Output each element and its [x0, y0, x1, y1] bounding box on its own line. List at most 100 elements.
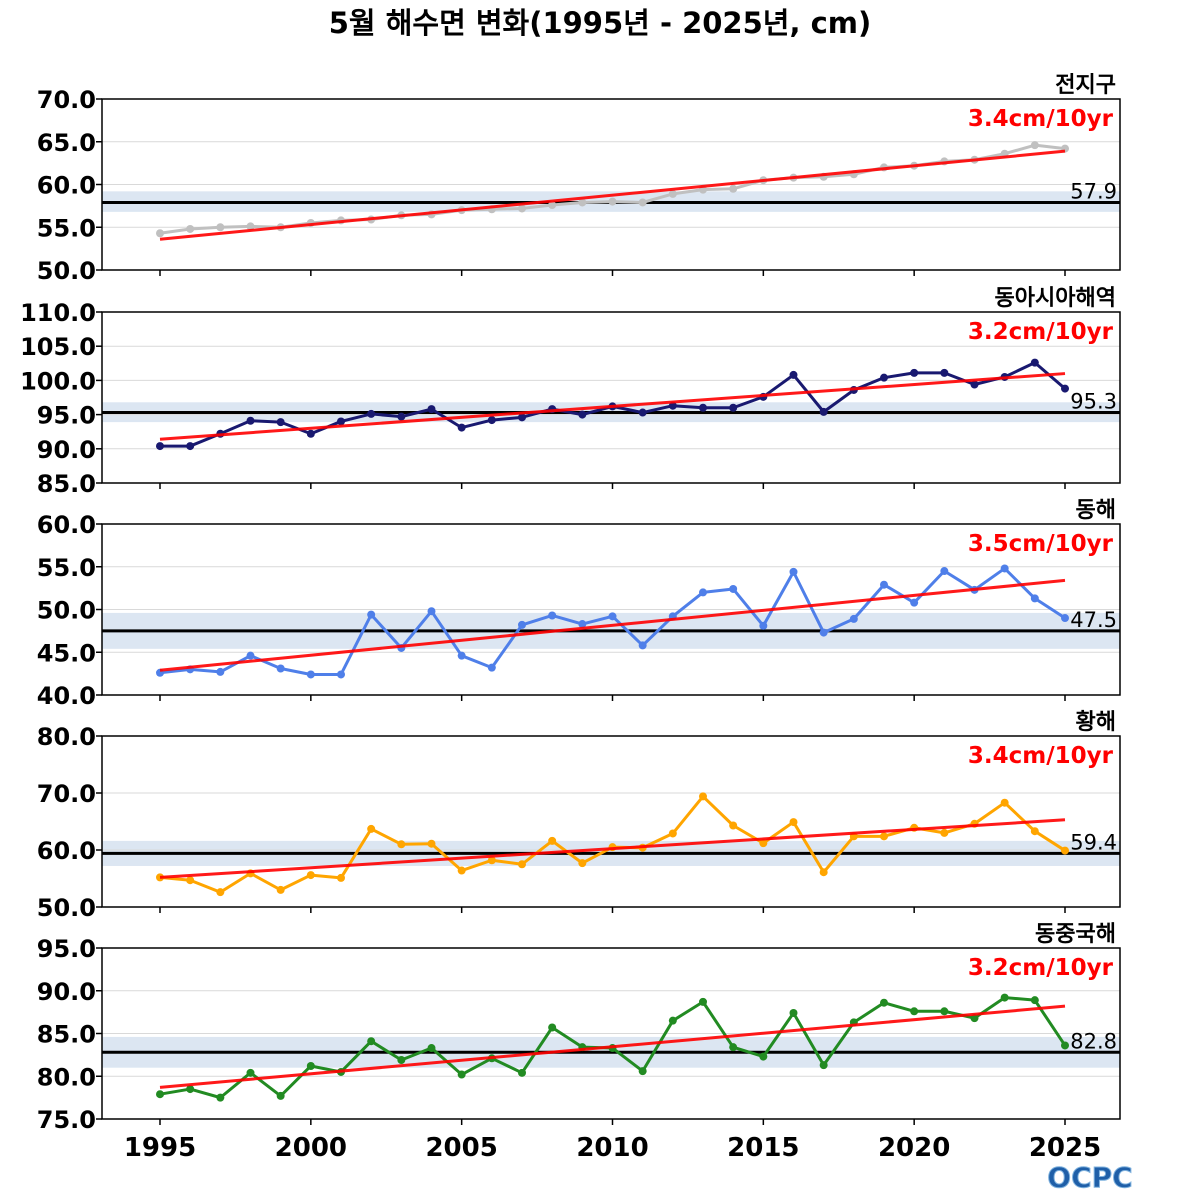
- data-point: [156, 229, 164, 238]
- data-point: [729, 821, 738, 830]
- data-point: [638, 198, 647, 207]
- data-point: [1061, 1041, 1069, 1050]
- y-tick-label: 50.0: [37, 597, 96, 625]
- data-point: [518, 860, 526, 869]
- data-point: [699, 403, 707, 412]
- data-point: [970, 380, 979, 389]
- data-point: [819, 868, 828, 877]
- data-point: [940, 1007, 949, 1016]
- panels: 70.0 65.0 60.0 55.0 50.0 전지구 3.4cm/10yr 57.9 110…: [20, 73, 1121, 1134]
- ocpc-logo: OCPC: [1047, 1161, 1133, 1195]
- logo-text: OCPC: [1047, 1161, 1132, 1194]
- data-point: [186, 224, 195, 233]
- y-tick-label: 90.0: [37, 978, 96, 1006]
- data-point: [578, 859, 587, 868]
- x-tick-label: 2010: [576, 1133, 648, 1163]
- data-point: [789, 1008, 798, 1017]
- data-point: [699, 997, 707, 1006]
- data-point: [548, 836, 557, 845]
- data-point: [306, 1061, 315, 1070]
- trend-label: 3.2cm/10yr: [968, 955, 1114, 981]
- data-point: [427, 405, 436, 414]
- mean-value-label: 59.4: [1070, 830, 1117, 854]
- data-point: [397, 1056, 406, 1065]
- data-point: [156, 442, 164, 451]
- panel-5: 95.0 90.0 85.0 80.0 75.0 동중국해 3.2cm/10yr 82.8: [37, 922, 1121, 1134]
- data-point: [578, 198, 587, 207]
- y-tick-label: 90.0: [37, 436, 96, 464]
- data-point: [940, 567, 949, 576]
- panel-name: 동아시아해역: [995, 286, 1116, 311]
- data-point: [276, 418, 285, 427]
- data-point: [367, 1037, 376, 1046]
- data-point: [427, 607, 436, 616]
- data-point: [276, 885, 285, 894]
- data-point: [940, 828, 949, 837]
- data-point: [1061, 846, 1069, 855]
- data-point: [578, 410, 587, 419]
- panel-frame: [101, 98, 1121, 271]
- data-point: [789, 370, 798, 379]
- data-point: [216, 1093, 225, 1102]
- data-point: [216, 223, 225, 232]
- trend-label: 3.2cm/10yr: [968, 319, 1114, 345]
- data-point: [246, 1068, 255, 1077]
- data-point: [729, 584, 738, 593]
- data-point: [457, 423, 466, 432]
- data-point: [729, 403, 738, 412]
- y-tick-label: 70.0: [37, 780, 96, 808]
- trend-label: 3.4cm/10yr: [968, 106, 1114, 132]
- y-tick-label: 45.0: [37, 639, 96, 667]
- panel-name: 황해: [1076, 710, 1116, 735]
- data-point: [638, 641, 647, 650]
- data-point: [880, 373, 888, 382]
- trend-line: [159, 372, 1066, 441]
- data-point: [548, 1023, 557, 1032]
- data-point: [759, 621, 768, 630]
- data-point: [668, 189, 677, 198]
- data-point: [397, 412, 406, 421]
- y-tick-label: 85.0: [37, 1021, 96, 1049]
- panel-name: 동중국해: [1035, 922, 1116, 947]
- data-point: [699, 792, 707, 801]
- y-tick-label: 50.0: [37, 894, 96, 922]
- x-tick-label: 2005: [425, 1133, 497, 1163]
- data-point: [427, 1044, 436, 1053]
- mean-value-label: 57.9: [1070, 179, 1117, 203]
- trend-line: [159, 1004, 1066, 1089]
- y-tick-label: 80.0: [37, 723, 96, 751]
- y-tick-label: 60.0: [37, 511, 96, 539]
- y-tick-label: 55.0: [37, 214, 96, 242]
- y-tick-label: 60.0: [37, 172, 96, 200]
- y-tick-label: 70.0: [37, 86, 96, 114]
- panel-frame: [101, 735, 1121, 908]
- data-point: [487, 416, 496, 425]
- trend-line: [159, 149, 1066, 241]
- y-tick-label: 95.0: [37, 935, 96, 963]
- data-point: [608, 197, 617, 206]
- data-point: [367, 824, 376, 833]
- data-point: [306, 429, 315, 438]
- data-point: [518, 413, 526, 422]
- x-tick-label: 2000: [275, 1133, 347, 1163]
- x-tick-label: 2020: [878, 1133, 950, 1163]
- data-point: [548, 201, 557, 210]
- data-point: [1030, 141, 1039, 150]
- data-point: [729, 184, 738, 193]
- y-tick-label: 95.0: [37, 402, 96, 430]
- data-point: [759, 839, 768, 848]
- data-point: [518, 620, 526, 629]
- y-tick-label: 60.0: [37, 837, 96, 865]
- panel-name: 동해: [1076, 498, 1116, 523]
- data-point: [1061, 614, 1069, 623]
- data-point: [337, 873, 345, 882]
- data-point: [910, 368, 919, 377]
- data-point: [819, 1061, 828, 1070]
- data-point: [427, 839, 436, 848]
- data-point: [186, 876, 195, 885]
- data-point: [849, 614, 858, 623]
- x-tick-label: 2025: [1029, 1133, 1101, 1163]
- trend-label: 3.4cm/10yr: [968, 743, 1114, 769]
- data-point: [276, 1091, 285, 1100]
